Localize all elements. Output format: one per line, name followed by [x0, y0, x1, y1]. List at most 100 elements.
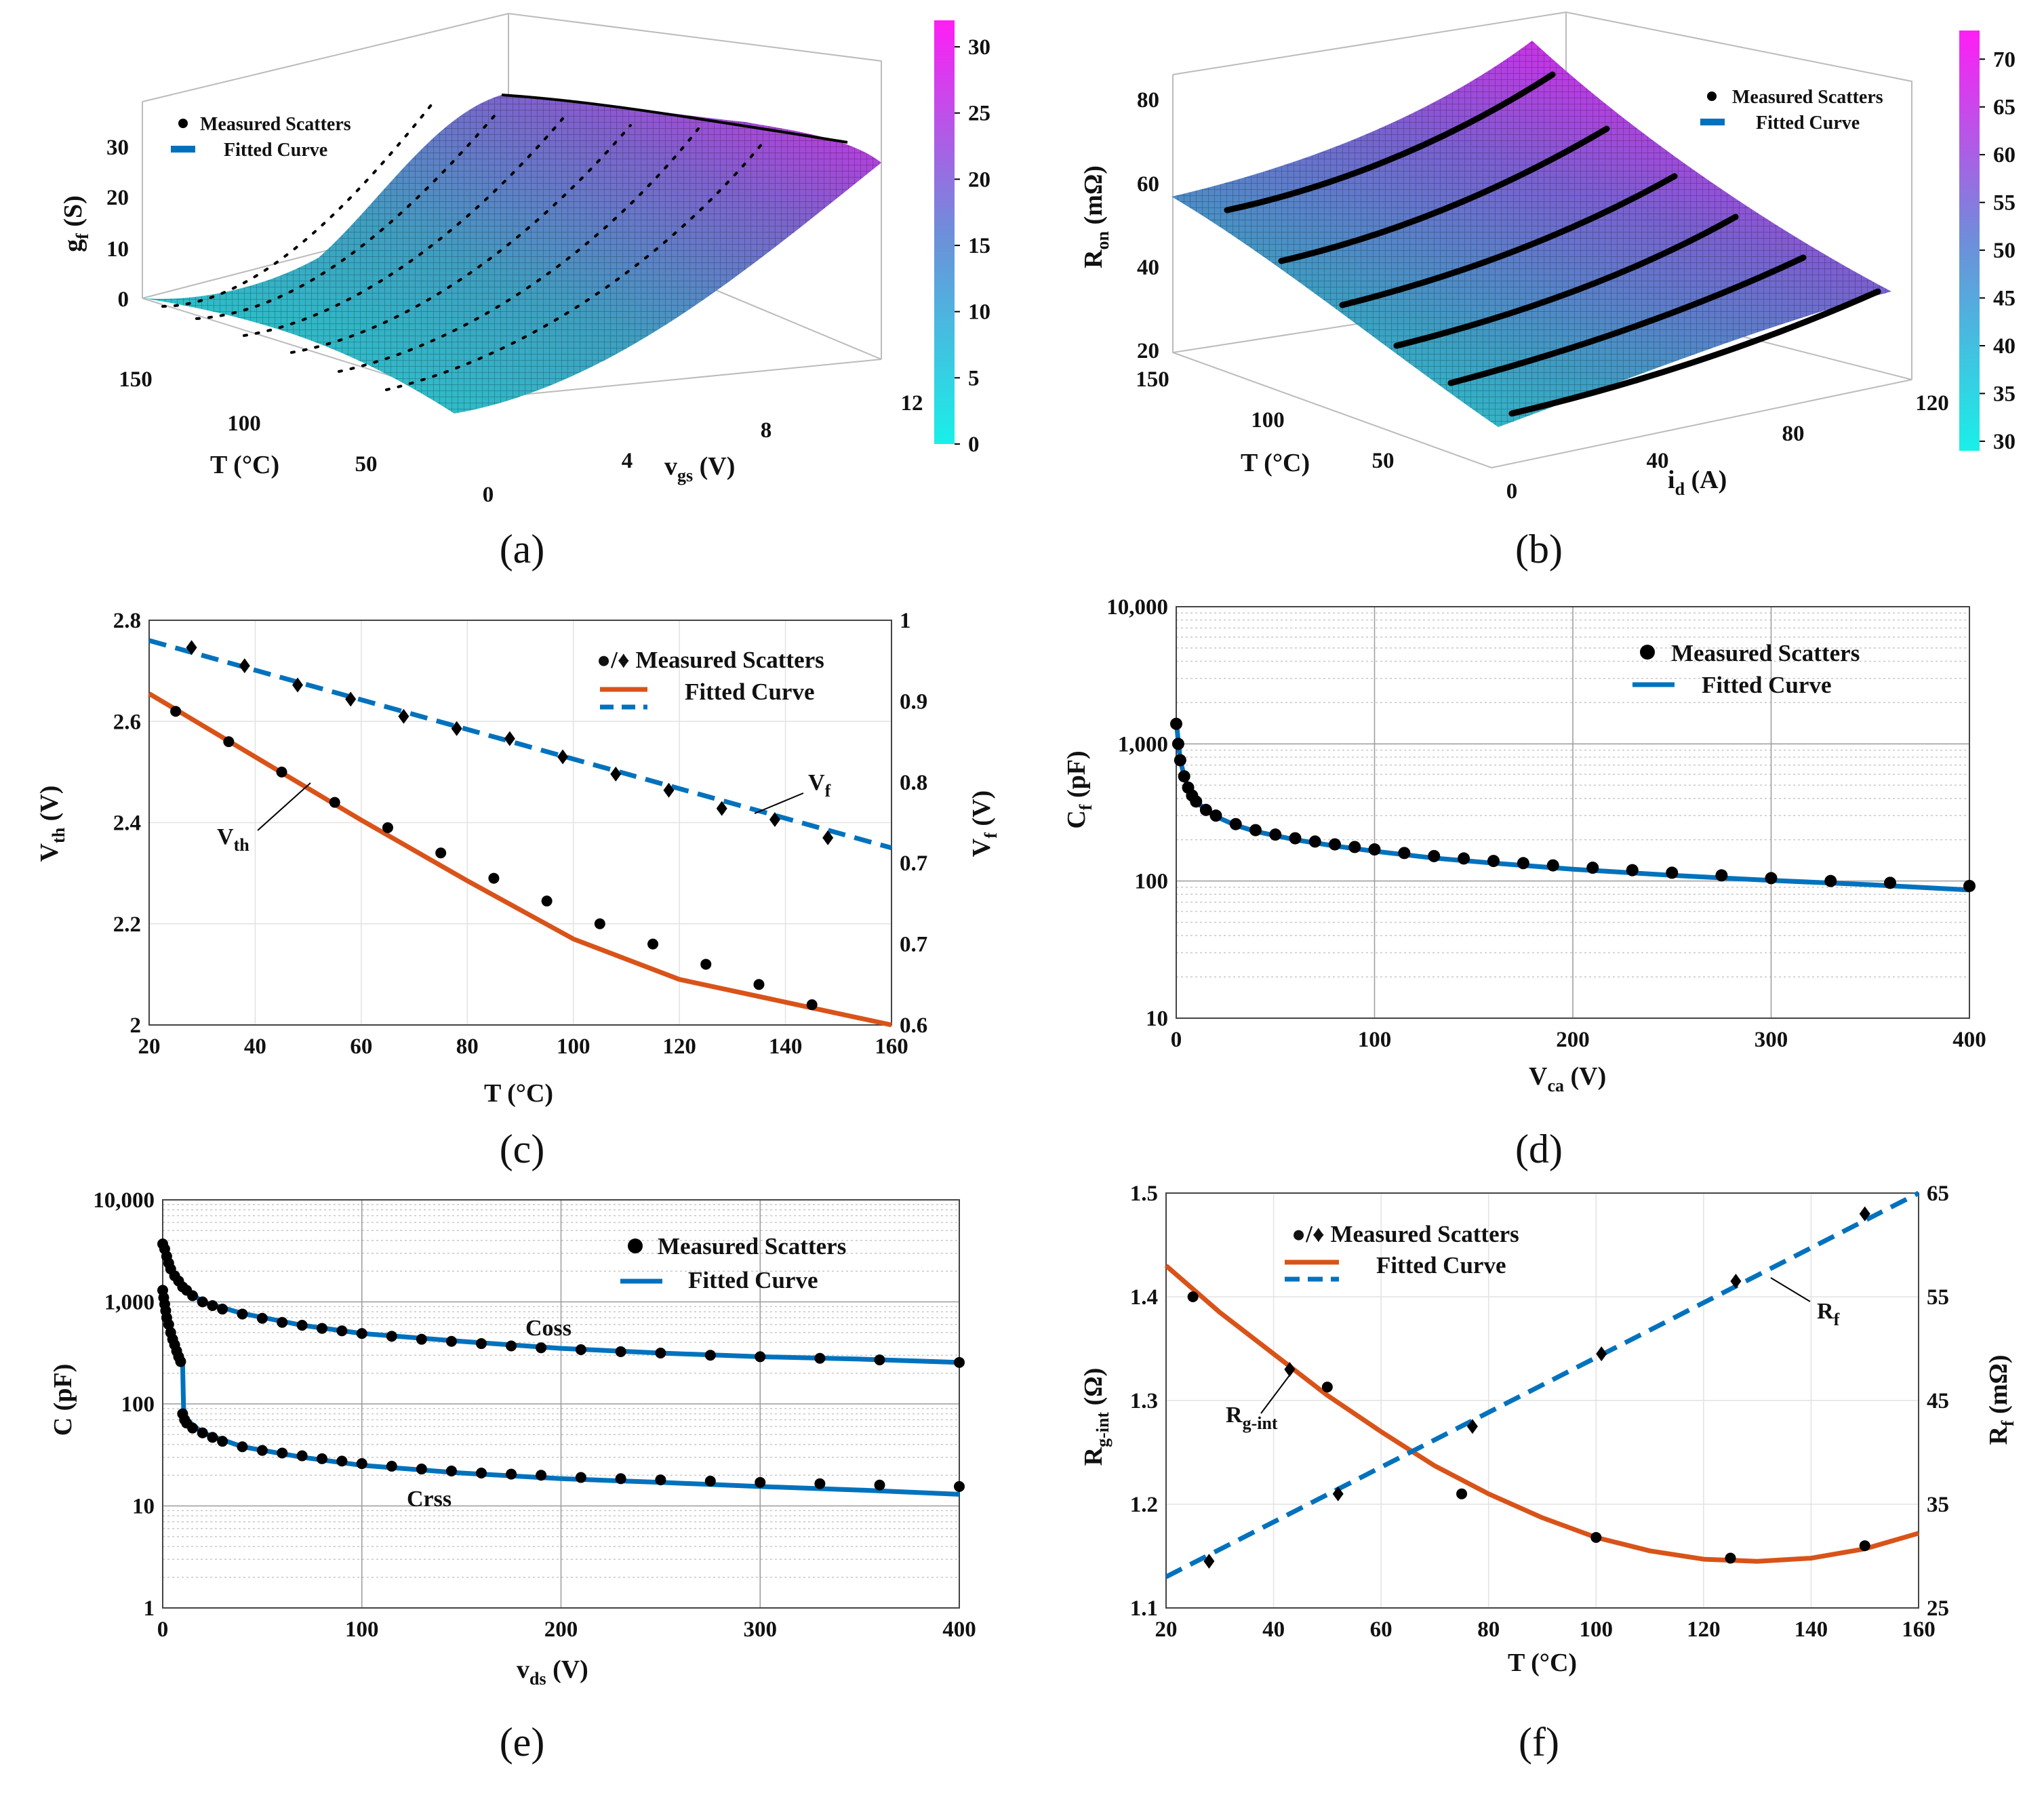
panel-b-label: (b) — [1515, 527, 1563, 571]
panel-c-frame — [148, 620, 892, 1026]
panel-c-annotation-vth-text: Vth — [217, 824, 249, 855]
panel-e-y-tick: 10 — [132, 1495, 155, 1519]
panel-e-measured-point — [445, 1335, 457, 1347]
panel-e-measured-point — [356, 1458, 367, 1470]
panel-f-fitted-line — [1164, 1264, 1919, 1564]
panel-c-x-tick: 160 — [875, 1034, 908, 1059]
panel-d-measured-point — [1963, 879, 1976, 892]
panel-c-arrow-vf — [754, 792, 804, 814]
panel-e-measured-point — [416, 1333, 427, 1345]
panel-d-x-tick: 100 — [1358, 1028, 1392, 1052]
panel-e-measured-point — [575, 1344, 586, 1356]
panel-e-measured-point — [755, 1476, 766, 1488]
panel-f-y2-tick: 55 — [1927, 1285, 1949, 1310]
panel-d-measured-point — [1368, 843, 1381, 856]
panel-e-measured-point — [476, 1468, 487, 1479]
panel-e-measured-point — [256, 1312, 268, 1324]
panel-e-measured-point — [814, 1478, 826, 1489]
panel-b-x-tick: 40 — [1647, 449, 1669, 473]
panel-d-measured-point — [1715, 869, 1728, 882]
panel-d-x-tick: 0 — [1171, 1028, 1182, 1052]
panel-e-y-tick: 100 — [121, 1392, 155, 1417]
panel-b-x-label: id (A) — [1668, 466, 1727, 499]
panel-e-y-tick: 10,000 — [93, 1188, 155, 1213]
panel-b-x-tick: 80 — [1782, 422, 1805, 446]
panel-c-measured-point — [541, 895, 553, 907]
panel-c-measured-point — [594, 918, 605, 929]
panel-a-y-tick: 100 — [227, 411, 261, 436]
panel-a-colorbar-tick: 5 — [968, 366, 980, 390]
panel-d-measured-point — [1546, 859, 1559, 872]
panel-b-legend-measured: Measured Scatters — [1732, 87, 1883, 108]
panel-a-colorbar — [934, 20, 955, 444]
panel-a-x-label: vgs (V) — [664, 452, 735, 485]
panel-f-x-tick: 40 — [1262, 1617, 1285, 1642]
panel-c-x-tick: 120 — [662, 1034, 696, 1059]
panel-e-measured-point — [187, 1290, 199, 1302]
panel-c-measured-point — [451, 721, 462, 736]
panel-e-measured-point — [187, 1422, 199, 1434]
panel-c-x-tick: 60 — [350, 1034, 372, 1059]
panel-e-legend: Measured Scatters Fitted Curve — [620, 1233, 846, 1293]
panel-d-measured-point — [1190, 795, 1203, 808]
panel-f-x-tick: 100 — [1580, 1617, 1614, 1642]
panel-c-y-tick: 2.2 — [113, 912, 141, 937]
panel-f-legend-measured: ●/♦ Measured Scatters — [1291, 1221, 1519, 1247]
panel-a-colorbar-tick: 0 — [968, 432, 980, 457]
panel-d-measured-point — [1170, 717, 1182, 730]
panel-d-plot-area: 0 100 200 300 400 10 100 1,000 10,000 — [1106, 595, 1986, 1052]
panel-b-y-label: T (°C) — [1241, 449, 1310, 477]
panel-a-colorbar-ticks: 0 5 10 15 20 25 30 — [955, 35, 990, 457]
panel-d-x-tick: 400 — [1952, 1028, 1986, 1052]
panel-c-legend-fitted: Fitted Curve — [685, 679, 814, 705]
panel-f-measured-point — [1730, 1274, 1742, 1289]
panel-f-legend-fitted: Fitted Curve — [1376, 1252, 1506, 1278]
panel-a-z-tick: 30 — [106, 136, 129, 160]
panel-d-x-tick: 200 — [1556, 1028, 1590, 1052]
panel-c-y2-tick: 0.8 — [900, 771, 927, 795]
panel-c-measured-point — [292, 677, 303, 693]
panel-f-y2-tick: 35 — [1927, 1493, 1949, 1517]
panel-c-measured-point — [345, 691, 357, 707]
panel-d-measured-point — [1329, 838, 1341, 851]
panel-f-arrow-rgint — [1260, 1372, 1292, 1414]
panel-d-y-tick: 100 — [1135, 870, 1169, 894]
panel-f-frame — [1165, 1192, 1919, 1609]
panel-b-colorbar-tick: 60 — [1993, 143, 2016, 167]
panel-c-measured-point — [435, 847, 447, 859]
panel-d-label: (d) — [1515, 1127, 1563, 1171]
panel-d-measured-point — [1289, 832, 1302, 845]
panel-a-x-tick: 0 — [483, 483, 494, 507]
panel-e-measured-point — [386, 1460, 397, 1472]
panel-b-colorbar-tick: 45 — [1993, 287, 2016, 311]
panel-e-measured-point — [237, 1441, 248, 1453]
panel-d-measured-point — [1458, 852, 1470, 865]
panel-c-y2-tick: 1 — [900, 609, 911, 633]
panel-d-legend: Measured Scatters Fitted Curve — [1632, 640, 1860, 698]
panel-d-measured-point — [1884, 877, 1896, 889]
panel-e-x-tick: 100 — [345, 1617, 379, 1642]
panel-e-measured-point — [197, 1296, 208, 1308]
panel-f-measured-point — [1466, 1419, 1478, 1434]
panel-e-measured-point — [506, 1468, 517, 1480]
panel-a-colorbar-tick: 20 — [968, 167, 990, 192]
panel-c-measured-point — [382, 822, 393, 833]
panel-c-legend-measured: ●/♦ Measured Scatters — [597, 647, 824, 673]
panel-c-y-tick: 2.8 — [113, 609, 141, 633]
panel-f-annotation-rf-text: Rf — [1817, 1299, 1840, 1329]
panel-a-x-tick: 12 — [901, 391, 923, 416]
panel-d-y-tick: 1,000 — [1118, 732, 1168, 757]
panel-e-measured-point — [536, 1342, 547, 1354]
panel-c-annotation-vf: Vf — [754, 770, 831, 814]
panel-e-annotation-crss: Crss — [407, 1487, 452, 1512]
panel-e-measured-point — [207, 1300, 218, 1311]
panel-e-measured-point — [197, 1427, 208, 1438]
panel-a-legend: Measured Scatters Fitted Curve — [171, 114, 351, 161]
panel-e-label: (e) — [500, 1720, 545, 1765]
panel-f-x-tick: 80 — [1477, 1617, 1500, 1642]
panel-c-measured-point — [504, 731, 515, 746]
panel-c-measured-point — [223, 736, 235, 748]
panel-c-y-tick: 2.4 — [113, 811, 141, 836]
panel-d-x-tick: 300 — [1755, 1028, 1788, 1052]
